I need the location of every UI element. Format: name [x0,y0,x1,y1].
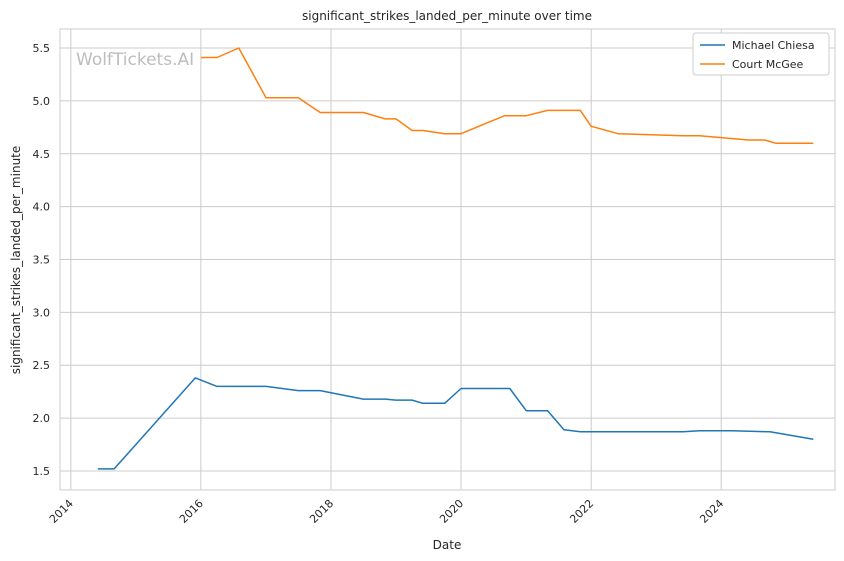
legend-box [692,32,830,76]
y-tick-label: 5.0 [33,95,51,108]
y-tick-label: 2.5 [33,359,51,372]
legend-label-court-mcgee: Court McGee [732,58,804,71]
y-tick-label: 4.0 [33,201,51,214]
y-tick-label: 3.0 [33,306,51,319]
series-line-court-mcgee [200,47,814,144]
y-tick-label: 3.5 [33,254,51,267]
legend-label-michael-chiesa: Michael Chiesa [732,39,815,52]
y-axis-label: significant_strikes_landed_per_minute [9,146,23,375]
y-tick-label: 4.5 [33,148,51,161]
legend: Michael Chiesa Court McGee [692,32,830,76]
plot-area-frame [59,28,836,491]
series-lines [97,47,814,470]
y-tick-label: 1.5 [33,465,51,478]
x-axis-label: Date [433,538,462,552]
series-line-michael-chiesa [97,377,814,470]
watermark: WolfTickets.AI [76,50,194,70]
y-axis-ticks: 1.5 2.0 2.5 3.0 3.5 4.0 4.5 5.0 5.5 [33,42,51,478]
y-tick-label: 5.5 [33,42,51,55]
y-tick-label: 2.0 [33,412,51,425]
chart-title: significant_strikes_landed_per_minute ov… [302,9,592,23]
grid [60,29,835,490]
